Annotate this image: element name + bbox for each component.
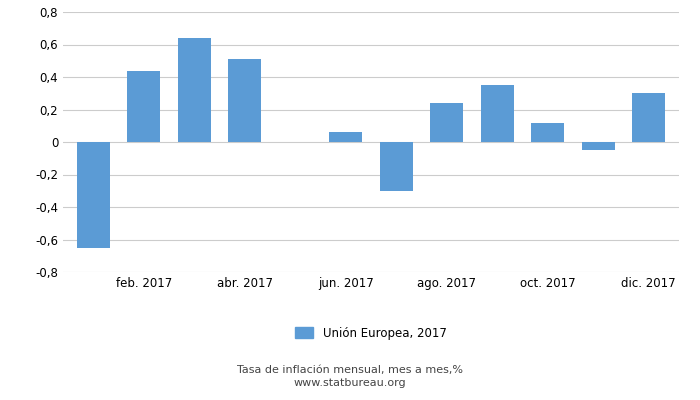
Bar (178, 38, 211, 142)
Legend: Unión Europea, 2017: Unión Europea, 2017 (290, 322, 452, 344)
Bar (380, 142, 413, 191)
Bar (430, 103, 463, 142)
Bar (531, 122, 564, 142)
Text: www.statbureau.org: www.statbureau.org (294, 378, 406, 388)
Bar (228, 59, 261, 142)
Bar (481, 85, 514, 142)
Bar (329, 132, 362, 142)
Bar (127, 70, 160, 142)
Bar (582, 142, 615, 150)
Text: Tasa de inflación mensual, mes a mes,%: Tasa de inflación mensual, mes a mes,% (237, 365, 463, 375)
Bar (77, 142, 110, 248)
Bar (632, 93, 665, 142)
